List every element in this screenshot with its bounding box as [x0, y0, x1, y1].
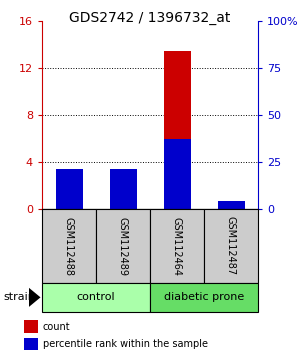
Bar [110, 171, 136, 209]
Bar [24, 320, 38, 333]
Bar [150, 209, 204, 283]
Bar [150, 283, 258, 312]
Bar [218, 201, 244, 209]
Text: GDS2742 / 1396732_at: GDS2742 / 1396732_at [69, 11, 231, 25]
Bar [218, 208, 244, 209]
Text: GSM112489: GSM112489 [118, 217, 128, 275]
Bar [24, 338, 38, 350]
Bar [56, 170, 82, 209]
Text: strain: strain [3, 292, 35, 302]
Bar [204, 209, 258, 283]
Bar [96, 209, 150, 283]
Text: count: count [43, 322, 70, 332]
Text: GSM112488: GSM112488 [64, 217, 74, 275]
Polygon shape [28, 287, 40, 307]
Bar [56, 177, 82, 209]
Text: GSM112464: GSM112464 [172, 217, 182, 275]
Bar [42, 209, 96, 283]
Bar [42, 283, 150, 312]
Text: control: control [77, 292, 115, 302]
Text: GSM112487: GSM112487 [226, 216, 236, 276]
Bar [110, 170, 136, 209]
Text: percentile rank within the sample: percentile rank within the sample [43, 339, 208, 349]
Bar [164, 51, 190, 209]
Bar [164, 139, 190, 209]
Text: diabetic prone: diabetic prone [164, 292, 244, 302]
